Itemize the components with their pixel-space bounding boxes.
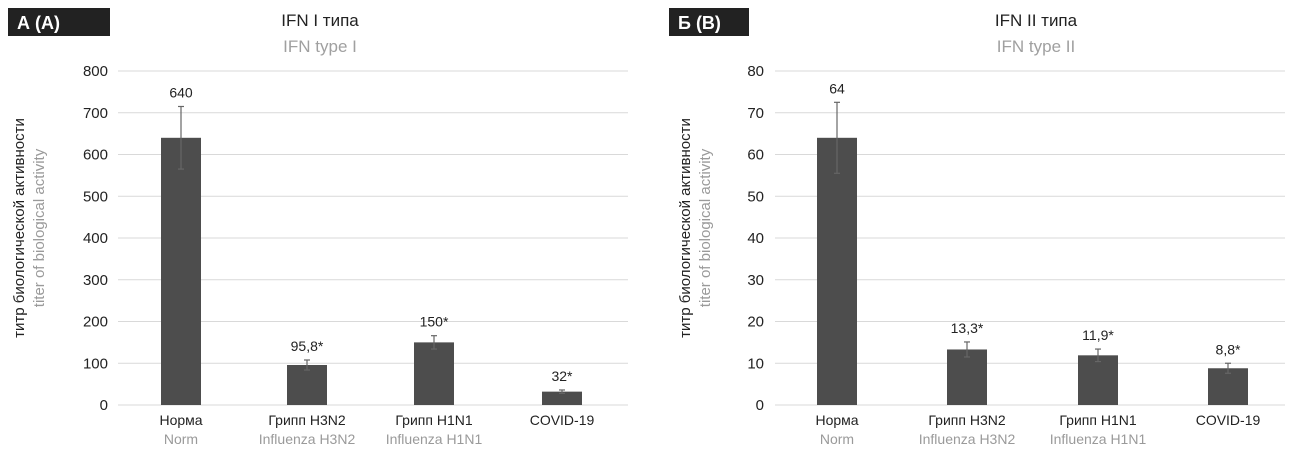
data-label: 64 — [829, 80, 845, 96]
y-tick-label: 20 — [747, 314, 764, 331]
y-tick-label: 600 — [83, 147, 108, 164]
data-label: 11,9* — [1082, 327, 1114, 343]
x-tick-label-en: Influenza H3N2 — [919, 431, 1016, 447]
y-tick-label: 40 — [747, 230, 764, 247]
bar — [817, 137, 857, 406]
chart-title: IFN I типа — [281, 11, 359, 30]
x-tick-label-en: Norm — [820, 431, 854, 447]
x-tick-label-en: Influenza H1N1 — [1050, 431, 1147, 447]
x-tick-label-en: Influenza H3N2 — [259, 431, 356, 447]
y-axis-label: титр биологической активности — [677, 118, 694, 338]
y-tick-label: 70 — [747, 105, 764, 122]
bar — [287, 365, 327, 405]
bar — [1208, 368, 1248, 405]
chart-panel-2: Б (B) IFN II типа IFN type II титр биологич… — [669, 8, 1285, 447]
x-tick-label: Грипп H3N2 — [928, 412, 1005, 428]
bar — [1078, 355, 1118, 405]
y-tick-label: 500 — [83, 188, 108, 205]
x-tick-label: Грипп H3N2 — [268, 412, 345, 428]
chart-subtitle: IFN type I — [283, 37, 357, 56]
bar — [947, 349, 987, 405]
data-label: 13,3* — [951, 320, 984, 336]
panel-label: Б (B) — [678, 13, 721, 33]
panel-label: А (A) — [17, 13, 60, 33]
data-label: 95,8* — [291, 338, 324, 354]
y-axis-label-en: titer of biological activity — [697, 148, 714, 307]
x-tick-label: COVID-19 — [1196, 412, 1261, 428]
y-tick-label: 800 — [83, 63, 108, 80]
bar — [542, 391, 582, 405]
x-tick-label: COVID-19 — [530, 412, 595, 428]
y-tick-label: 300 — [83, 272, 108, 289]
y-tick-label: 10 — [747, 355, 764, 372]
y-tick-label: 400 — [83, 230, 108, 247]
chart-panel-1: А (A) IFN I типа IFN type I титр биологичес… — [8, 8, 628, 447]
data-label: 640 — [169, 84, 193, 100]
y-tick-label: 50 — [747, 188, 764, 205]
data-label: 8,8* — [1216, 341, 1241, 357]
chart-subtitle: IFN type II — [997, 37, 1075, 56]
y-tick-label: 60 — [747, 147, 764, 164]
y-tick-label: 100 — [83, 355, 108, 372]
y-axis-label: титр биологической активности — [11, 118, 28, 338]
x-tick-label: Норма — [815, 412, 858, 428]
bar — [161, 137, 201, 406]
x-tick-label: Норма — [159, 412, 202, 428]
y-tick-label: 200 — [83, 314, 108, 331]
panel-label-box — [669, 8, 749, 36]
data-label: 32* — [551, 368, 573, 384]
x-tick-label-en: Influenza H1N1 — [386, 431, 483, 447]
y-tick-label: 700 — [83, 105, 108, 122]
y-tick-label: 0 — [100, 397, 108, 414]
y-axis-label-en: titer of biological activity — [31, 148, 48, 307]
x-tick-label: Грипп H1N1 — [1059, 412, 1136, 428]
chart-title: IFN II типа — [995, 11, 1078, 30]
y-tick-label: 0 — [756, 397, 764, 414]
panel-label-box — [8, 8, 110, 36]
data-label: 150* — [420, 314, 449, 330]
y-tick-label: 30 — [747, 272, 764, 289]
bar — [414, 342, 454, 405]
y-tick-label: 80 — [747, 63, 764, 80]
x-tick-label: Грипп H1N1 — [395, 412, 472, 428]
x-tick-label-en: Norm — [164, 431, 198, 447]
